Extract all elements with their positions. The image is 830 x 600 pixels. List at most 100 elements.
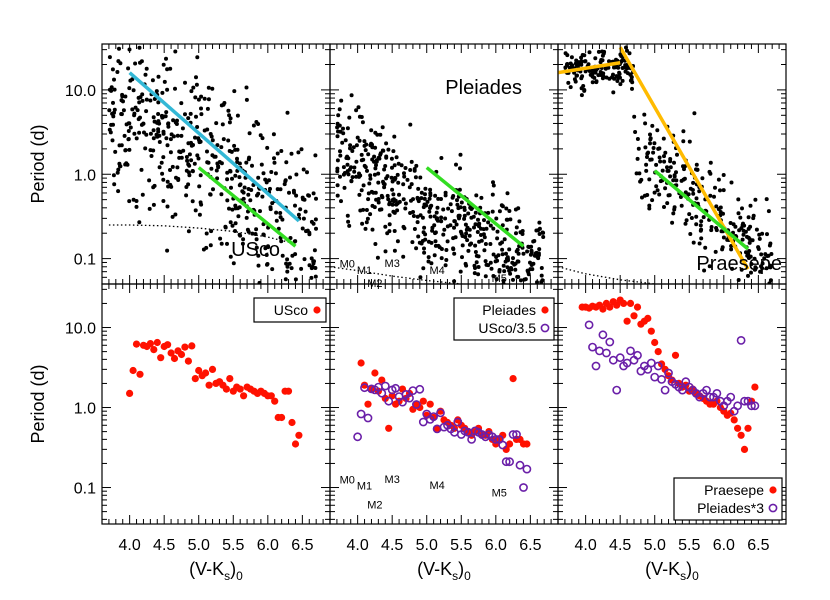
data-point [405,177,410,182]
data-point [630,86,634,91]
data-point [311,191,316,196]
data-point [511,277,515,282]
data-point [140,192,145,197]
series-point-usco-3-5 [398,397,407,407]
data-point [714,226,719,230]
x-tick-label: 5.5 [222,537,244,554]
spectral-type-label: M5 [492,273,507,285]
data-point [225,177,230,182]
data-point [368,212,373,217]
data-point [235,113,240,118]
data-point [513,207,518,212]
data-point [348,146,352,151]
data-point [387,200,392,205]
data-point [644,162,649,167]
data-point [491,183,496,188]
data-point [579,55,584,60]
data-point [672,205,677,210]
data-point [186,229,191,234]
data-point [356,105,361,110]
data-point [227,113,232,118]
data-point [395,239,400,244]
data-point [117,46,121,51]
series-point-usco [288,418,296,427]
series-point-usco-3-5 [519,483,528,492]
data-point [494,255,499,259]
data-point [354,159,359,164]
data-point [683,190,688,195]
data-point [497,269,502,274]
data-point [288,236,293,240]
data-point [307,232,312,237]
data-point [246,157,251,162]
data-point [654,162,659,167]
data-point [713,185,717,190]
data-point [507,209,512,213]
data-point [418,275,423,280]
data-point [395,208,400,213]
data-point [430,228,435,233]
data-point [594,79,599,84]
data-point [439,197,443,201]
data-point [263,246,268,251]
data-point [702,268,707,273]
data-point [139,59,144,64]
data-point [454,162,458,167]
data-point [460,243,465,248]
data-point [709,225,714,229]
data-point [364,208,369,212]
data-point [370,157,375,162]
data-point [265,145,270,150]
data-point [746,215,751,220]
data-point [488,260,493,265]
data-point [160,90,165,95]
series-point-pleiades-3 [660,385,670,395]
data-point [632,114,637,119]
data-point [419,190,424,195]
data-point [251,123,256,128]
data-point [422,250,427,255]
data-point [642,112,647,117]
data-point [403,201,408,206]
data-point [383,164,388,168]
data-point [346,172,351,177]
data-point [448,223,453,228]
data-point [429,240,434,245]
data-point [229,149,234,154]
data-point [643,145,648,150]
data-point [482,235,487,240]
data-point [303,209,308,214]
data-point [479,195,484,200]
data-point [380,195,385,200]
data-point [671,211,676,216]
data-point [414,246,419,251]
data-point [168,168,172,172]
data-point [699,236,704,241]
data-point [147,206,152,211]
data-point [678,195,683,199]
data-point [531,261,536,266]
data-point [671,178,676,183]
series-point-praesepe [740,445,749,453]
series-point-pleiades-3 [598,330,608,340]
x-tick-label: 5.0 [644,537,666,554]
y-tick-label: 0.1 [74,252,96,269]
data-point [505,191,510,196]
data-point [244,160,249,165]
data-point [493,259,498,264]
data-point [284,261,289,266]
data-point [495,229,500,234]
series-point-pleiades-3 [612,385,622,395]
data-point [186,162,191,167]
data-point [164,110,169,115]
series-point-usco [146,340,154,348]
data-point [287,190,291,195]
data-point [423,186,428,191]
series-point-usco [126,389,134,397]
data-point [670,220,675,225]
data-point [748,254,753,259]
data-point [749,262,754,266]
data-point [133,61,138,66]
series-point-pleiades-3 [588,342,597,352]
data-point [439,247,444,251]
